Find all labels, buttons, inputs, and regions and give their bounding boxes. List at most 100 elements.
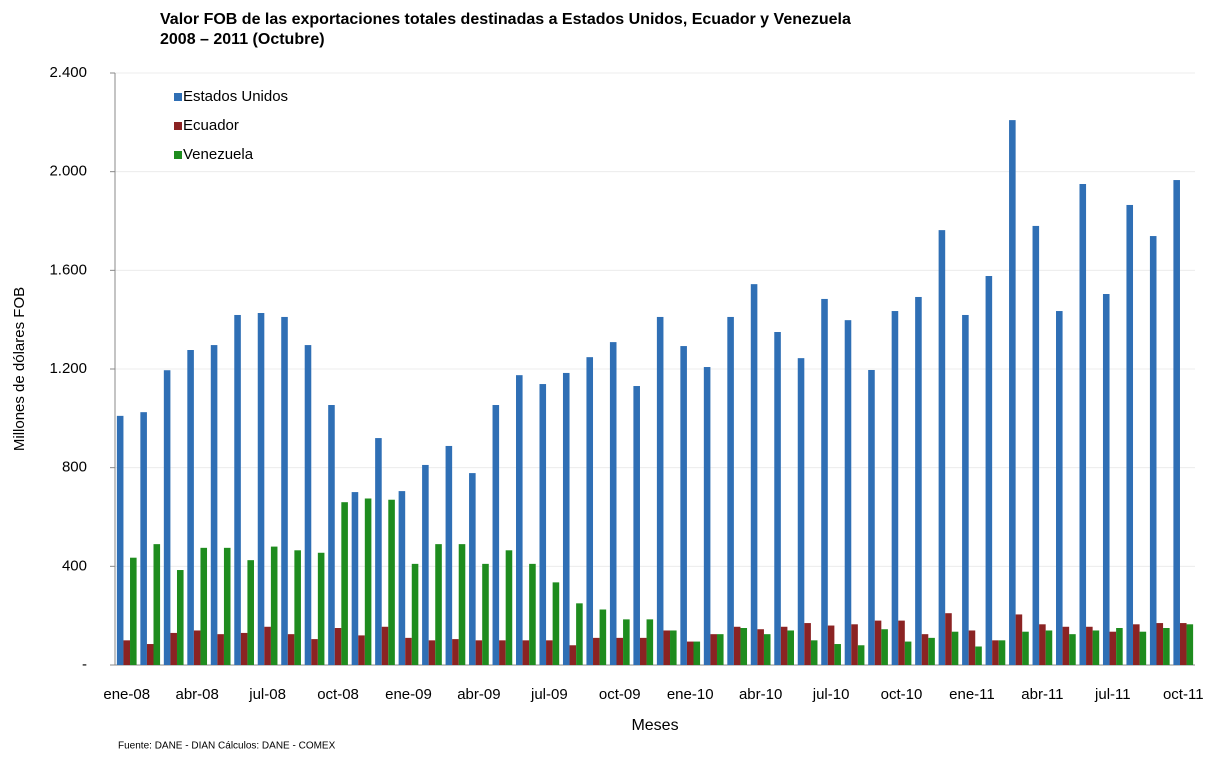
bar — [287, 634, 295, 665]
x-tick-label: abr-11 — [1021, 686, 1063, 703]
bar — [757, 629, 764, 665]
bar — [257, 313, 265, 665]
bar — [492, 405, 500, 665]
y-tick-label: 2.400 — [49, 64, 87, 81]
bar — [945, 613, 952, 665]
bar — [1062, 626, 1070, 665]
bar — [223, 547, 231, 665]
bar — [364, 498, 372, 665]
bar — [656, 316, 664, 665]
x-tick-label: oct-10 — [881, 686, 923, 703]
bar — [264, 626, 271, 665]
bar — [405, 637, 412, 665]
bar — [522, 640, 530, 665]
y-axis-label: Millones de dólares FOB — [11, 287, 28, 451]
bar — [469, 473, 476, 665]
y-tick-label: 2.000 — [49, 163, 87, 180]
bar — [1186, 624, 1194, 665]
bar — [780, 626, 788, 665]
bar — [609, 342, 617, 665]
bar — [881, 629, 888, 665]
bar — [1056, 311, 1063, 665]
bar — [499, 640, 506, 665]
bar — [505, 550, 513, 665]
bar — [693, 641, 701, 665]
bar — [633, 386, 640, 665]
bar — [200, 547, 208, 665]
bar — [733, 626, 741, 665]
bar — [176, 570, 184, 665]
bar — [1133, 624, 1140, 665]
bar — [962, 314, 969, 665]
x-tick-label: oct-11 — [1163, 686, 1204, 703]
bar — [787, 630, 794, 665]
bar — [435, 544, 442, 665]
bar — [576, 603, 583, 665]
bar — [294, 550, 301, 665]
bar — [458, 544, 466, 665]
bar — [928, 637, 935, 665]
bar — [874, 620, 882, 665]
x-tick-label: ene-10 — [667, 686, 714, 703]
bar — [844, 320, 852, 665]
bar — [1009, 120, 1016, 665]
legend-label: Ecuador — [183, 117, 239, 134]
bar — [1022, 631, 1029, 665]
x-tick-label: abr-08 — [175, 686, 218, 703]
bar — [187, 350, 194, 665]
bar — [381, 626, 389, 665]
y-tick-label: 400 — [62, 557, 87, 574]
bar — [663, 630, 671, 665]
bar — [482, 563, 489, 665]
bar — [1032, 225, 1040, 665]
bar — [727, 316, 734, 665]
bar — [146, 644, 154, 665]
bar — [1109, 631, 1117, 665]
bar — [834, 644, 841, 665]
bar — [804, 623, 811, 665]
legend-label: Estados Unidos — [183, 88, 288, 105]
bar — [1086, 626, 1093, 665]
bar — [1149, 236, 1157, 665]
bar — [921, 634, 929, 665]
bar — [445, 445, 453, 665]
bar — [586, 357, 594, 665]
bar — [1079, 184, 1087, 665]
x-tick-label: abr-10 — [739, 686, 782, 703]
bar — [1163, 628, 1170, 665]
y-tick-label: 800 — [62, 459, 87, 476]
bar — [217, 634, 224, 665]
bar — [710, 634, 717, 665]
legend-label: Venezuela — [183, 146, 254, 163]
y-tick-label: 1.200 — [49, 360, 87, 377]
x-tick-label: ene-08 — [103, 686, 150, 703]
bar — [623, 619, 630, 665]
bar — [1156, 623, 1164, 665]
bar — [562, 372, 570, 665]
bar — [774, 332, 781, 665]
x-tick-label: ene-09 — [385, 686, 432, 703]
bar — [411, 563, 419, 665]
bar — [670, 630, 677, 665]
bar — [763, 634, 771, 665]
bar — [428, 640, 436, 665]
bar — [797, 358, 805, 665]
bar — [1179, 623, 1187, 665]
bar — [686, 641, 694, 665]
bar — [247, 560, 254, 665]
bar — [968, 630, 976, 665]
bar — [868, 369, 875, 665]
bar — [170, 632, 177, 665]
x-axis-label: Meses — [631, 717, 678, 734]
bar — [951, 631, 959, 665]
legend-swatch — [174, 151, 182, 159]
bar — [599, 609, 607, 665]
bar — [317, 552, 325, 665]
bar — [193, 630, 201, 665]
bar — [452, 639, 459, 665]
bar — [827, 625, 835, 665]
bar — [422, 464, 429, 665]
bar — [270, 546, 278, 665]
bar — [1039, 624, 1046, 665]
bar — [1069, 634, 1076, 665]
